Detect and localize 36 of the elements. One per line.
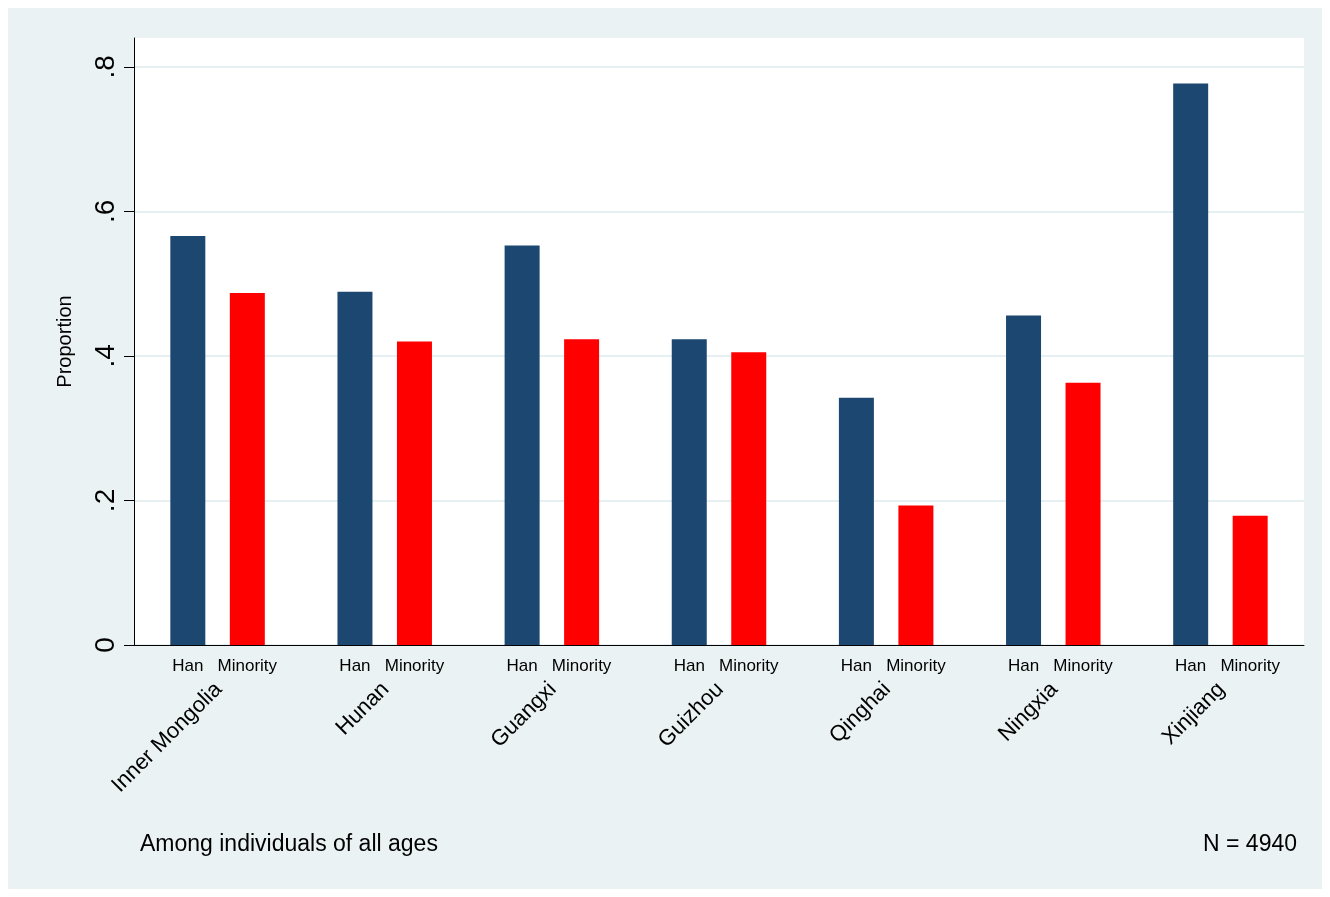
bar [1065,382,1101,645]
y-tick-label: 0 [88,637,120,653]
text: Minority [1220,656,1280,675]
bar [170,236,206,645]
bar [1173,83,1209,645]
bar [838,397,874,645]
y-tick-label: .8 [88,55,120,79]
text: Han [506,656,538,675]
text: Han [1007,656,1040,675]
y-tick-label: .2 [88,488,120,513]
bar [337,291,373,645]
bar [1232,515,1268,645]
text: Minority [551,656,612,675]
series-label: Han [172,656,204,675]
bar [731,352,767,645]
bar [396,341,432,645]
bar [564,339,600,645]
bar [504,245,540,645]
text: Han [840,656,872,675]
text: Minority [886,656,946,675]
text: Han [339,656,371,675]
y-tick-label: .6 [88,199,120,224]
bar [898,505,934,645]
text: Minority [1053,656,1113,675]
y-tick-label: .4 [88,344,120,368]
text: Han [1175,656,1207,675]
y-axis-title: Proportion [53,295,75,388]
text: Minority [718,656,779,675]
series-label: Minority [384,656,445,675]
text: N = 4940 [1203,829,1298,856]
text: Among individuals of all ages [140,829,438,856]
text: Minority [217,656,278,675]
bar [1006,315,1042,645]
bar [229,293,265,645]
text: Han [673,656,705,675]
bar [671,339,707,645]
